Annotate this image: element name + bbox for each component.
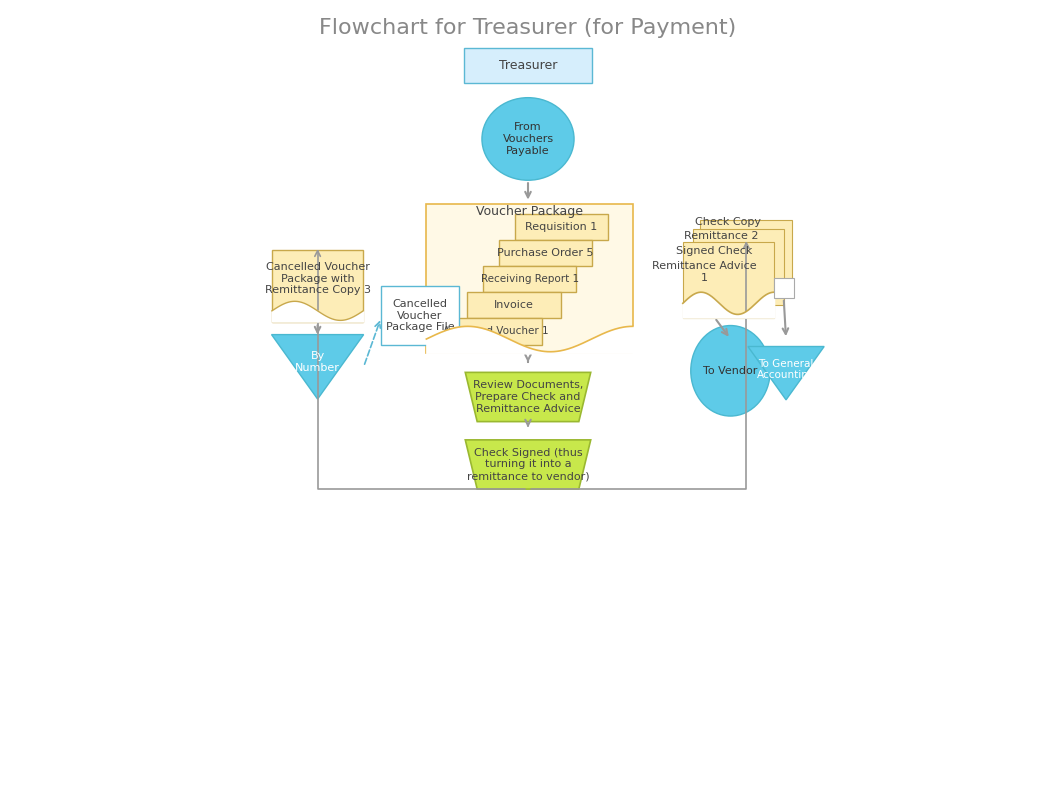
Text: From
Vouchers
Payable: From Vouchers Payable — [503, 122, 553, 156]
FancyBboxPatch shape — [449, 318, 543, 345]
Text: Check Signed (thus
turning it into a
remittance to vendor): Check Signed (thus turning it into a rem… — [467, 448, 589, 481]
FancyBboxPatch shape — [381, 286, 459, 345]
Text: Remittance 2: Remittance 2 — [684, 231, 759, 241]
Text: By
Number: By Number — [296, 352, 340, 373]
Text: Flowchart for Treasurer (for Payment): Flowchart for Treasurer (for Payment) — [319, 17, 737, 38]
Polygon shape — [271, 334, 363, 399]
Polygon shape — [748, 346, 824, 400]
FancyBboxPatch shape — [467, 292, 561, 318]
Text: Requisition 1: Requisition 1 — [525, 222, 598, 232]
Ellipse shape — [482, 98, 574, 180]
FancyBboxPatch shape — [514, 214, 608, 240]
Text: Check Copy: Check Copy — [695, 218, 761, 227]
Ellipse shape — [691, 326, 770, 416]
FancyBboxPatch shape — [774, 278, 794, 298]
FancyBboxPatch shape — [272, 250, 363, 322]
Text: To General
Accounting: To General Accounting — [757, 359, 815, 380]
Text: Voucher Package: Voucher Package — [476, 206, 583, 218]
Text: 1: 1 — [701, 273, 708, 283]
Text: Cancelled Voucher
Package with
Remittance Copy 3: Cancelled Voucher Package with Remittanc… — [265, 262, 371, 295]
Text: Approved Voucher 1: Approved Voucher 1 — [442, 326, 548, 337]
Text: Receiving Report 1: Receiving Report 1 — [480, 274, 579, 284]
Polygon shape — [466, 372, 590, 422]
Text: Treasurer: Treasurer — [498, 59, 558, 72]
FancyBboxPatch shape — [465, 48, 591, 83]
Text: Signed Check: Signed Check — [677, 246, 753, 256]
FancyBboxPatch shape — [683, 242, 774, 318]
FancyBboxPatch shape — [427, 204, 633, 353]
Text: Invoice: Invoice — [494, 300, 533, 310]
Text: Remittance Advice: Remittance Advice — [652, 261, 756, 271]
FancyBboxPatch shape — [693, 229, 785, 305]
FancyBboxPatch shape — [700, 220, 792, 295]
Text: Cancelled
Voucher
Package File: Cancelled Voucher Package File — [385, 299, 454, 332]
Text: Review Documents,
Prepare Check and
Remittance Advice: Review Documents, Prepare Check and Remi… — [473, 380, 583, 414]
FancyBboxPatch shape — [498, 240, 592, 266]
Text: Purchase Order 5: Purchase Order 5 — [497, 248, 593, 258]
Text: To Vendor: To Vendor — [703, 366, 757, 376]
FancyBboxPatch shape — [483, 266, 577, 292]
Polygon shape — [466, 440, 590, 489]
